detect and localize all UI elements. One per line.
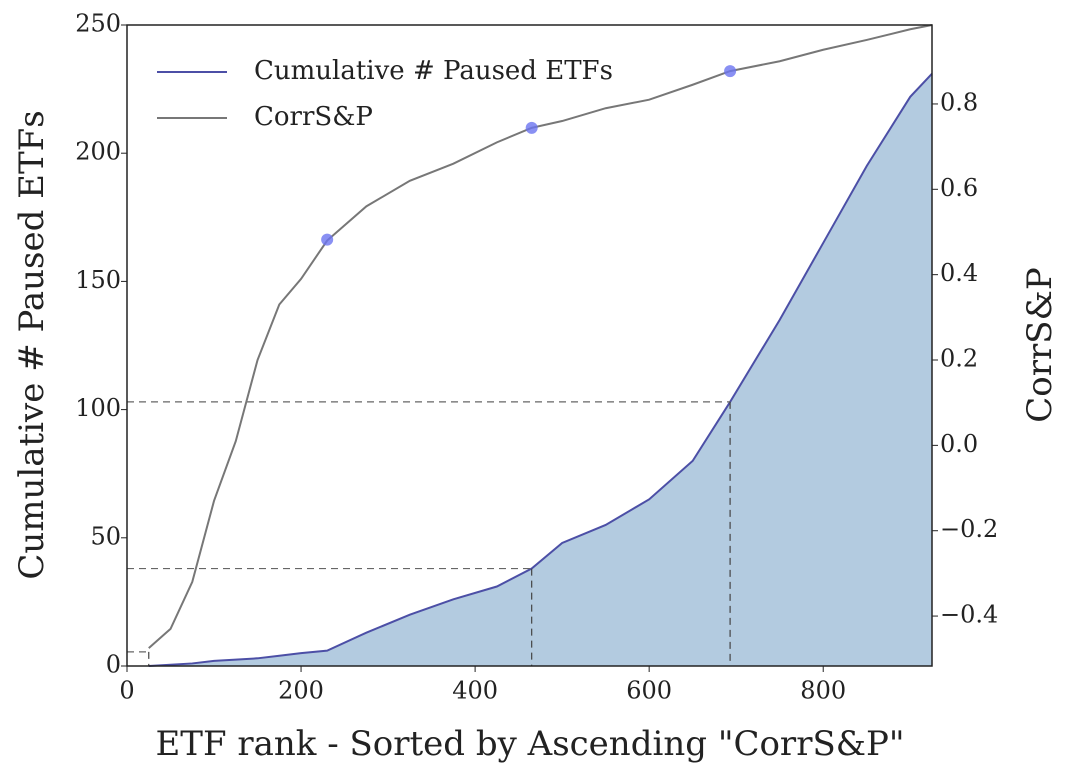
y2-axis-label: CorrS&P	[1020, 267, 1060, 422]
x-tick-label: 0	[119, 677, 134, 705]
marker	[724, 65, 737, 78]
y2-tick-label: 0.4	[940, 259, 978, 287]
marker	[321, 233, 334, 246]
area	[148, 73, 932, 666]
x-tick-label: 800	[800, 677, 846, 705]
y-tick-label: 0	[106, 651, 121, 679]
y2-tick-label: −0.2	[940, 515, 998, 543]
area-line	[148, 73, 933, 667]
y2-tick-label: 0.0	[940, 430, 978, 458]
x-tick-label: 600	[626, 677, 672, 705]
x-tick-label: 400	[452, 677, 498, 705]
legend-label: CorrS&P	[254, 102, 373, 132]
line	[148, 24, 933, 649]
legend-label: Cumulative # Paused ETFs	[254, 56, 613, 86]
y-tick-label: 100	[75, 394, 121, 422]
x-axis-label: ETF rank - Sorted by Ascending "CorrS&P"	[155, 724, 904, 764]
y-axis-label: Cumulative # Paused ETFs	[12, 110, 52, 579]
y-tick-label: 250	[75, 10, 121, 38]
x-tick-label: 200	[278, 677, 324, 705]
y-tick-label: 150	[75, 266, 121, 294]
y2-tick-label: 0.6	[940, 174, 978, 202]
plot-frame	[126, 24, 933, 667]
y2-tick-label: −0.4	[940, 601, 998, 629]
y-tick-label: 200	[75, 138, 121, 166]
marker	[525, 121, 538, 134]
y2-tick-label: 0.8	[940, 88, 978, 116]
y-tick-label: 50	[90, 522, 121, 550]
y2-tick-label: 0.2	[940, 345, 978, 373]
